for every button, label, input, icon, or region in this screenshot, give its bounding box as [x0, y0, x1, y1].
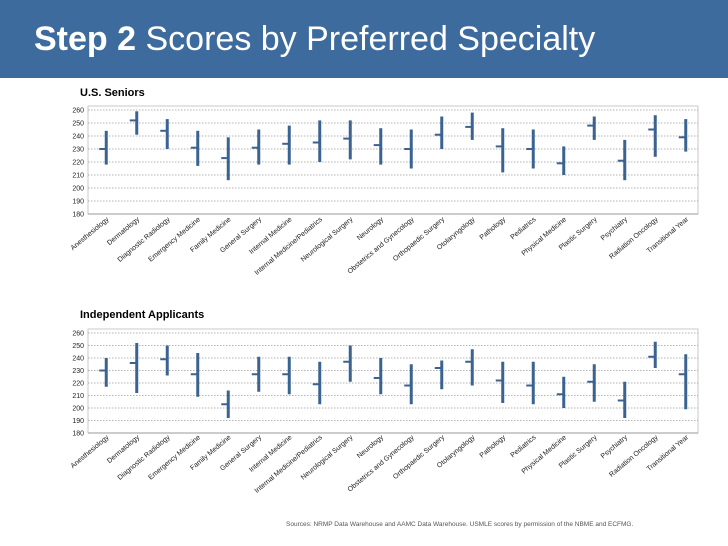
y-tick-label: 180 — [72, 431, 84, 438]
x-tick-label: Pediatrics — [509, 434, 537, 459]
y-tick-label: 240 — [72, 134, 84, 141]
y-tick-label: 190 — [72, 199, 84, 206]
x-tick-label: Orthopaedic Surgery — [392, 434, 446, 481]
x-tick-label: Psychiatry — [600, 434, 630, 460]
x-tick-label: Emergency Medicine — [147, 216, 202, 263]
y-tick-label: 260 — [72, 331, 84, 338]
x-tick-label: Pathology — [479, 434, 508, 460]
y-tick-label: 220 — [72, 381, 84, 388]
x-tick-label: Anesthesiology — [70, 216, 111, 252]
y-tick-label: 260 — [72, 108, 84, 115]
y-tick-label: 210 — [72, 393, 84, 400]
chart-svg: 180 190 200 210 220 230 240 250 260 Anesthesiolog… — [70, 105, 699, 277]
y-tick-label: 250 — [72, 121, 84, 128]
title-bar: Step 2 Scores by Preferred Specialty — [0, 0, 728, 78]
y-tick-label: 230 — [72, 368, 84, 375]
x-tick-label: Orthopaedic Surgery — [392, 216, 446, 263]
title-bold: Step 2 — [34, 20, 137, 58]
chart-independent-applicants: Independent Applicants 180 190 200 210 220 23… — [62, 306, 699, 526]
chart-us-seniors: U.S. Seniors 180 190 200 210 220 230 240 250 260… — [62, 84, 699, 280]
chart-title: U.S. Seniors — [80, 87, 145, 99]
x-tick-label: Diagnostic Radiology — [117, 216, 172, 264]
y-tick-label: 210 — [72, 173, 84, 180]
x-tick-label: Psychiatry — [600, 216, 630, 242]
y-tick-label: 200 — [72, 186, 84, 193]
y-tick-label: 190 — [72, 418, 84, 425]
chart-title: Independent Applicants — [80, 309, 205, 321]
x-tick-label: Neurology — [356, 434, 385, 460]
source-note: Sources: NRMP Data Warehouse and AAMC Da… — [286, 521, 634, 528]
x-tick-label: Diagnostic Radiology — [117, 434, 172, 482]
x-tick-label: Neurology — [356, 216, 385, 242]
page-title: Step 2 Scores by Preferred Specialty — [34, 20, 595, 59]
x-tick-label: Anesthesiology — [70, 434, 111, 470]
plot-frame — [87, 328, 699, 434]
y-tick-label: 240 — [72, 356, 84, 363]
title-rest: Scores by Preferred Specialty — [145, 20, 596, 58]
y-tick-label: 220 — [72, 160, 84, 167]
x-tick-label: Pathology — [479, 216, 508, 242]
y-tick-label: 180 — [72, 212, 84, 219]
x-tick-label: Pediatrics — [509, 216, 537, 241]
chart-svg: 180 190 200 210 220 230 240 250 260 Anesthesiolog… — [70, 328, 699, 495]
y-tick-label: 250 — [72, 343, 84, 350]
x-tick-label: Emergency Medicine — [147, 434, 202, 481]
x-tick-label: Neurological Surgery — [300, 216, 355, 264]
y-tick-label: 200 — [72, 406, 84, 413]
plot-frame — [87, 105, 699, 215]
x-tick-label: Neurological Surgery — [300, 434, 355, 482]
y-tick-label: 230 — [72, 147, 84, 154]
